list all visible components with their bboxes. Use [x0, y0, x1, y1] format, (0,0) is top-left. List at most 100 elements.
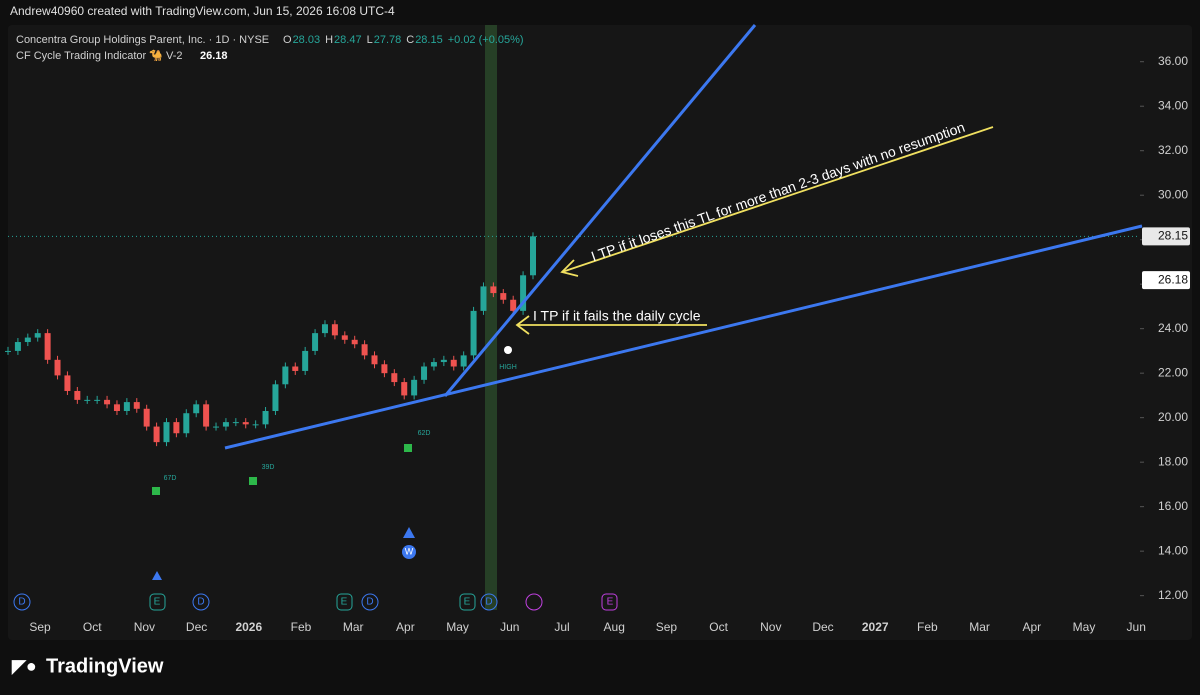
change: +0.02 (+0.05%) — [448, 34, 524, 46]
event: D — [485, 597, 492, 608]
candle — [104, 399, 111, 405]
ohlc-label: C — [406, 34, 414, 46]
x-tick-label: Aug — [604, 620, 625, 634]
candle — [14, 342, 21, 351]
event: D — [18, 597, 25, 608]
weekly-icon — [402, 545, 416, 559]
x-tick-label: Dec — [186, 620, 207, 634]
candle — [44, 333, 51, 360]
event: HIGH — [499, 364, 517, 371]
cycle-dot — [504, 346, 512, 354]
candle — [262, 410, 269, 425]
candle — [440, 359, 447, 363]
candle — [530, 236, 536, 276]
ohlc-value: 28.47 — [334, 34, 362, 46]
candle — [460, 355, 467, 367]
symbol-name: Concentra Group Holdings Parent, Inc. · … — [16, 34, 269, 46]
candle — [381, 364, 388, 374]
candle — [242, 422, 249, 425]
ohlc-value: 28.15 — [415, 34, 443, 46]
candle — [520, 275, 527, 311]
x-tick-label: Oct — [709, 620, 728, 634]
event: D — [197, 597, 204, 608]
candle — [312, 333, 319, 351]
y-tick-label: 20.00 — [1158, 410, 1188, 424]
x-tick-label: Sep — [29, 620, 51, 634]
candle — [123, 402, 130, 411]
dividend-icon — [192, 593, 210, 611]
ohlc-label: O — [283, 34, 292, 46]
ohlc-value: 27.78 — [374, 34, 402, 46]
annotation: I TP if it fails the daily cycle — [533, 308, 701, 324]
arrow-head — [515, 315, 530, 335]
candle — [252, 424, 259, 426]
earnings-icon — [459, 593, 476, 611]
candle — [24, 337, 31, 343]
dividend-icon — [480, 593, 498, 611]
candle — [292, 366, 299, 371]
x-tick-label: Apr — [396, 620, 415, 634]
candle — [193, 404, 200, 414]
candle — [371, 355, 378, 365]
x-tick-label: Feb — [291, 620, 312, 634]
dividend-icon — [13, 593, 31, 611]
price-label: 28.15 — [1158, 229, 1188, 243]
candle — [341, 335, 348, 340]
candle — [480, 286, 487, 311]
brand: TradingView — [46, 655, 164, 677]
candle — [490, 286, 497, 294]
x-tick-label: Jul — [554, 620, 569, 634]
ohlc: O 28.03 H 28.47 L 27.78 C 28.15 +0.02 (+0.05%) — [283, 34, 524, 46]
x-tick-label: Oct — [83, 620, 102, 634]
x-tick-label: Nov — [760, 620, 781, 634]
check-icon — [404, 444, 412, 452]
y-tick-label: 16.00 — [1158, 499, 1188, 513]
candle — [321, 324, 328, 334]
x-tick-label: Nov — [134, 620, 155, 634]
candle — [74, 390, 81, 400]
plot: 12.0014.0016.0018.0020.0022.0024.0026.00… — [5, 54, 1190, 634]
ohlc-label: L — [367, 34, 373, 46]
x-tick-label: Apr — [1022, 620, 1041, 634]
y-tick-label: 34.00 — [1158, 98, 1188, 112]
candle — [222, 422, 229, 427]
candle — [500, 293, 507, 300]
candle — [213, 426, 220, 428]
candle — [5, 350, 11, 352]
triangle — [152, 571, 162, 580]
candle — [411, 379, 418, 396]
candle — [54, 359, 61, 376]
candle — [450, 359, 457, 367]
candle — [203, 404, 210, 427]
event: E — [464, 597, 471, 608]
chart-panel — [8, 25, 1192, 640]
x-tick-label: Dec — [812, 620, 833, 634]
event: W — [405, 546, 414, 556]
x-tick-label: Sep — [656, 620, 678, 634]
price-label: 26.18 — [1158, 272, 1188, 286]
candle — [173, 422, 180, 434]
candle — [430, 362, 437, 367]
indicator-value: 26.18 — [200, 50, 228, 62]
triangle — [403, 527, 415, 538]
earnings-icon — [149, 593, 166, 611]
candle — [351, 339, 358, 345]
y-tick-label: 32.00 — [1158, 143, 1188, 157]
markers: D D D D E E E E W HIGH 67D 39D 62D — [13, 346, 618, 611]
x-tick-label: Jun — [500, 620, 519, 634]
check-icon — [249, 477, 257, 485]
y-tick-label: 24.00 — [1158, 321, 1188, 335]
event: E — [341, 597, 348, 608]
candle — [391, 373, 398, 383]
candle — [153, 426, 160, 443]
y-tick-label: 14.00 — [1158, 543, 1188, 557]
candle — [361, 344, 368, 356]
x-tick-label: May — [1073, 620, 1096, 634]
candle — [64, 375, 71, 391]
candle — [510, 299, 517, 311]
ohlc-value: 28.03 — [293, 34, 321, 46]
x-tick-label: 2026 — [235, 620, 262, 634]
candle — [163, 422, 170, 443]
cycle-band — [485, 25, 497, 610]
price-box — [1142, 227, 1190, 246]
